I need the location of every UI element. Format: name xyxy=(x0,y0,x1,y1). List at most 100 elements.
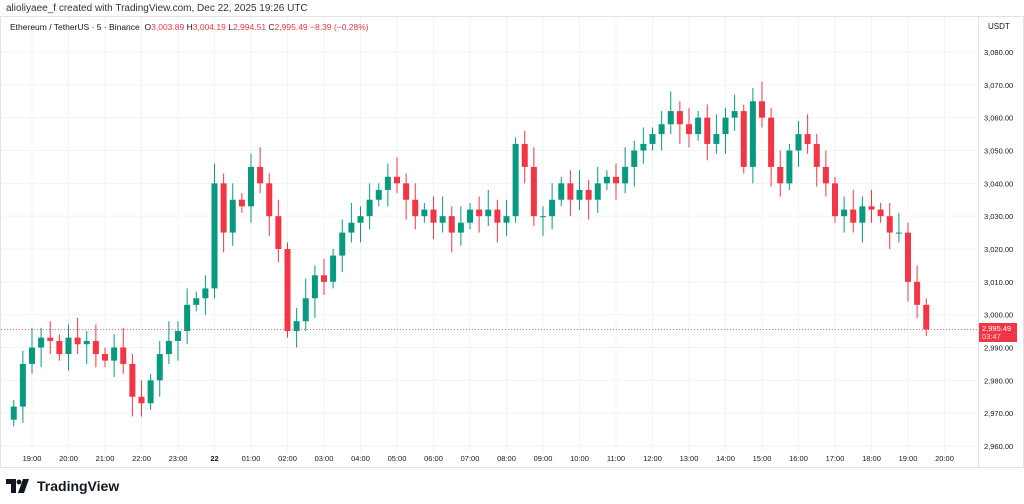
candle-body xyxy=(284,249,291,332)
bar-countdown: 03:47 xyxy=(982,332,1001,341)
candle-body xyxy=(156,354,163,381)
candle-body xyxy=(895,232,902,234)
candle-body xyxy=(841,209,848,217)
time-tick-label: 07:00 xyxy=(461,454,480,463)
price-tick-label: 3,040.00 xyxy=(984,179,1013,188)
candle-body xyxy=(266,183,273,217)
candle-body xyxy=(138,396,145,404)
candle-body xyxy=(129,363,136,397)
candle-body xyxy=(412,199,419,217)
candle-body xyxy=(804,134,811,144)
time-tick-label: 22:00 xyxy=(132,454,151,463)
candle-body xyxy=(503,216,510,223)
symbol-label[interactable]: Ethereum / TetherUS · 5 · Binance xyxy=(10,22,140,32)
last-price: 2,995.49 xyxy=(982,324,1012,333)
candle-body xyxy=(56,340,63,355)
price-tick-label: 2,980.00 xyxy=(984,376,1013,385)
low-label: L xyxy=(228,22,233,32)
time-tick-label: 10:00 xyxy=(570,454,589,463)
candle-body xyxy=(521,143,528,167)
time-tick-label: 19:00 xyxy=(899,454,918,463)
candle-body xyxy=(193,298,200,305)
candle-body xyxy=(439,216,446,223)
candle-body xyxy=(886,216,893,233)
candle-body xyxy=(293,321,300,332)
price-tick-label: 3,000.00 xyxy=(984,311,1013,320)
candlestick-chart[interactable]: 2,960.00 2,970.00 2,980.00 2,990.00 3,000.00… xyxy=(0,0,1024,470)
time-tick-label: 05:00 xyxy=(388,454,407,463)
candle-body xyxy=(357,216,364,223)
candle-body xyxy=(631,150,638,167)
candle-body xyxy=(905,232,911,282)
candle-body xyxy=(430,209,437,223)
time-tick-label: 02:00 xyxy=(278,454,297,463)
candle-body xyxy=(485,209,492,217)
time-tick-label: 21:00 xyxy=(96,454,115,463)
time-tick-label: 06:00 xyxy=(424,454,443,463)
time-tick-label: 15:00 xyxy=(753,454,772,463)
candle-body xyxy=(540,216,546,218)
candle-body xyxy=(567,183,574,200)
candle-body xyxy=(448,216,455,233)
candle-body xyxy=(813,143,820,167)
candle-body xyxy=(530,166,537,217)
candle-body xyxy=(549,199,556,217)
candle-body xyxy=(19,363,26,407)
price-tick-label: 3,060.00 xyxy=(984,114,1013,123)
brand-name: TradingView xyxy=(37,478,120,494)
candle-body xyxy=(795,134,802,151)
chart-credit: alioliyaee_f created with TradingView.co… xyxy=(6,3,308,14)
price-tick-label: 3,080.00 xyxy=(984,48,1013,57)
candle-body xyxy=(658,124,665,135)
change-value: −8.39 (−0.28%) xyxy=(310,22,369,32)
tradingview-logo-icon xyxy=(6,479,29,493)
high-value: 3,004.19 xyxy=(192,22,226,32)
candle-body xyxy=(302,298,309,322)
time-tick-label: 19:00 xyxy=(23,454,42,463)
tradingview-logo[interactable]: TradingView xyxy=(6,478,119,494)
candle-body xyxy=(622,166,629,184)
candle-body xyxy=(558,183,565,200)
candle-body xyxy=(914,281,921,305)
time-tick-label: 16:00 xyxy=(789,454,808,463)
time-tick-label: 20:00 xyxy=(935,454,954,463)
candle-body xyxy=(311,275,318,299)
candle-body xyxy=(704,117,711,144)
open-value: 3,003.89 xyxy=(151,22,185,32)
price-axis[interactable] xyxy=(978,16,1024,468)
candle-body xyxy=(649,134,656,144)
last-price-tag: 2,995.49 03:47 xyxy=(979,323,1017,342)
candle-body xyxy=(330,255,337,282)
candle-body xyxy=(832,183,838,217)
candle-body xyxy=(877,209,884,217)
price-tick-label: 2,960.00 xyxy=(984,442,1013,451)
candle-body xyxy=(120,347,127,364)
candle-body xyxy=(220,183,227,233)
candle-body xyxy=(38,337,45,348)
candle-body xyxy=(421,209,428,217)
currency-label[interactable]: USDT xyxy=(988,22,1010,31)
candle-body xyxy=(740,111,747,167)
candle-body xyxy=(384,176,391,190)
candle-body xyxy=(777,166,784,184)
time-tick-label: 22 xyxy=(210,454,218,463)
candle-body xyxy=(403,183,410,200)
candle-body xyxy=(257,166,264,184)
time-tick-label: 23:00 xyxy=(169,454,188,463)
candle-body xyxy=(749,101,756,167)
candle-body xyxy=(585,189,592,200)
candle-body xyxy=(476,209,483,217)
candle-body xyxy=(467,209,473,223)
candle-body xyxy=(457,222,464,233)
candle-body xyxy=(859,206,866,223)
time-tick-label: 17:00 xyxy=(826,454,845,463)
time-tick-label: 18:00 xyxy=(862,454,881,463)
candle-body xyxy=(676,111,683,125)
candle-body xyxy=(348,222,355,233)
price-tick-label: 3,010.00 xyxy=(984,278,1013,287)
close-value: 2,995.49 xyxy=(274,22,308,32)
candle-body xyxy=(576,189,583,200)
candle-body xyxy=(667,111,674,125)
low-value: 2,994.51 xyxy=(232,22,267,32)
candle-body xyxy=(29,347,35,364)
